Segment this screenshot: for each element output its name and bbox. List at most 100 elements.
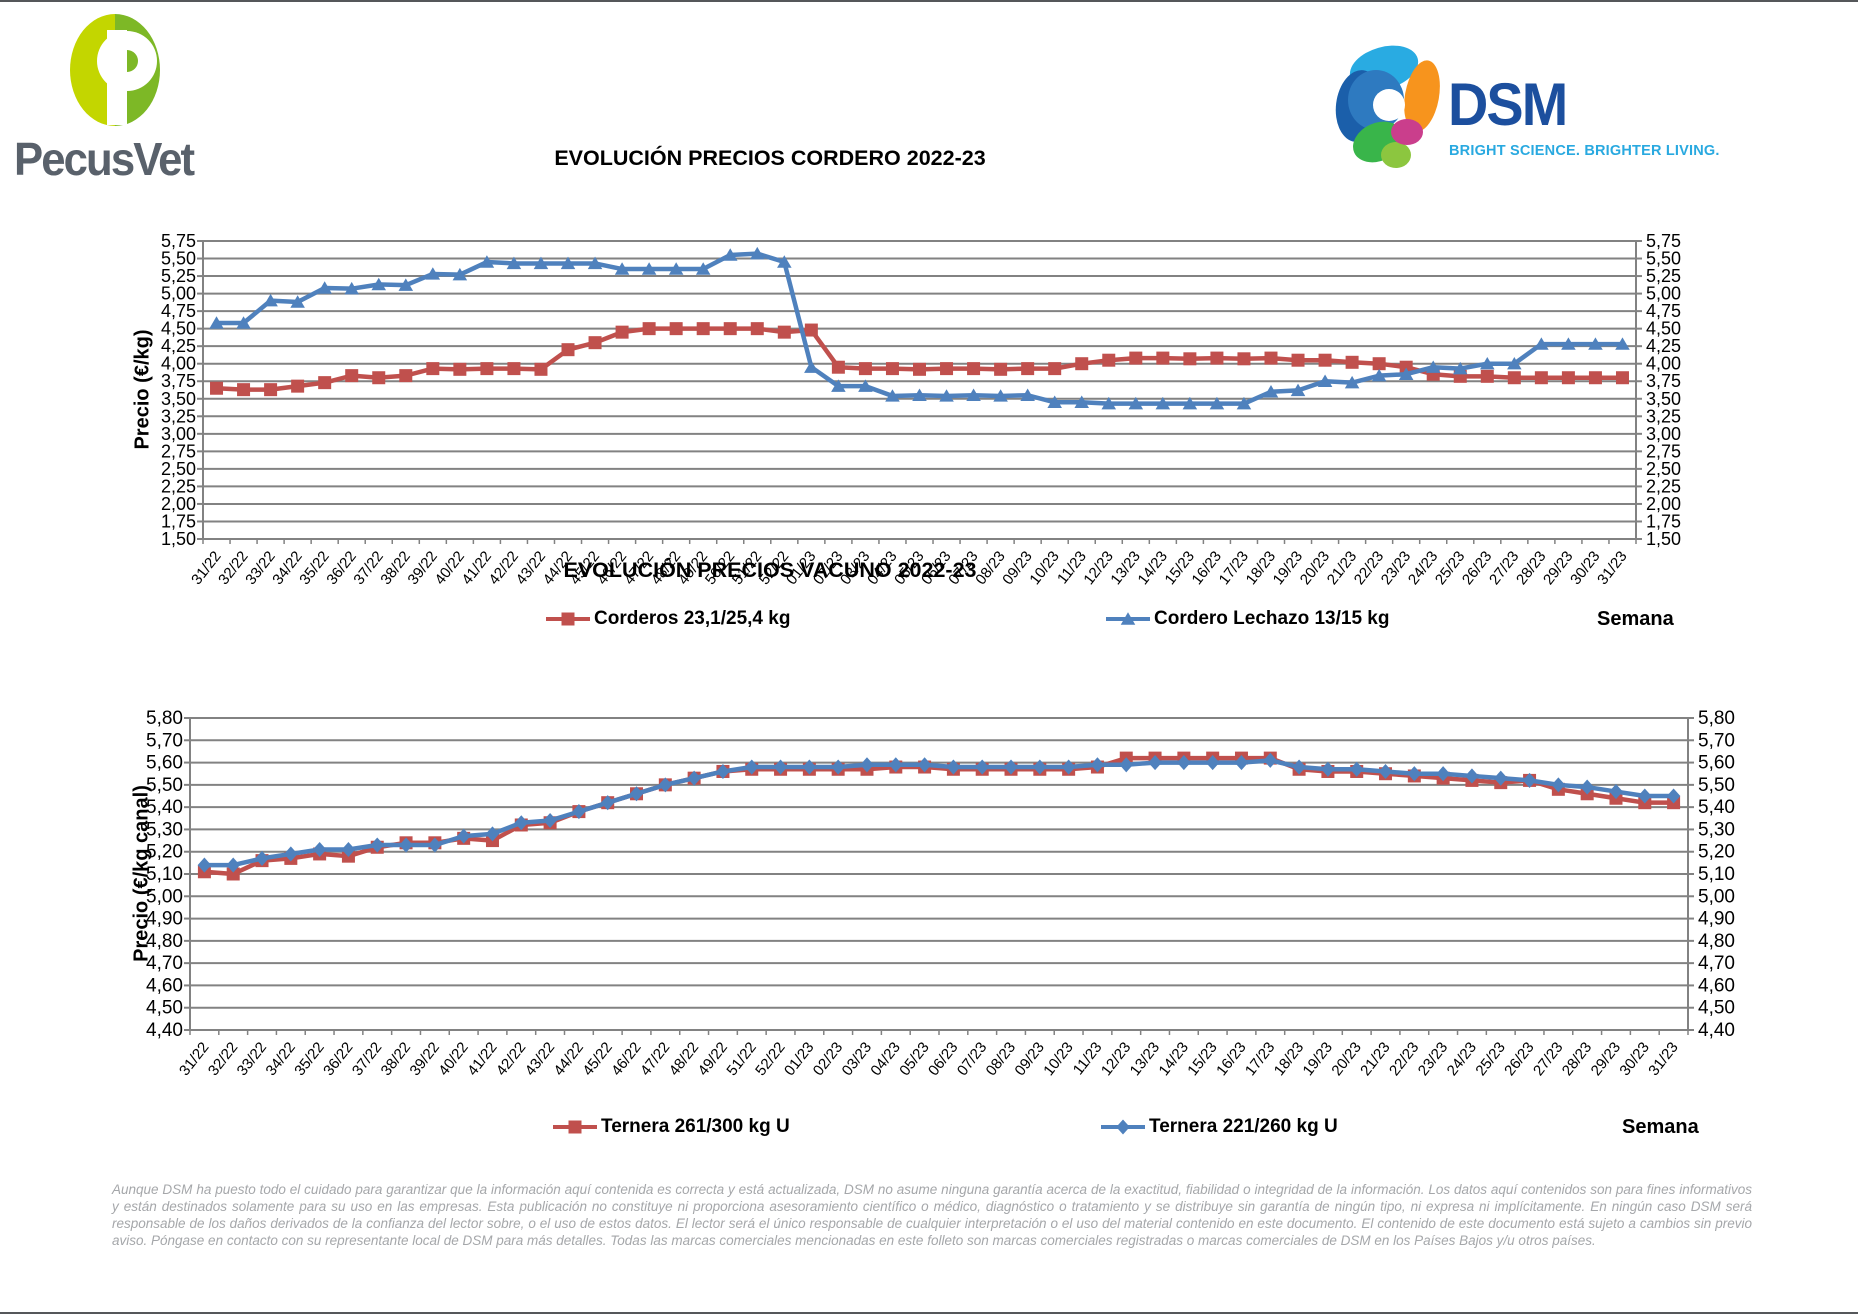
- svg-text:12/23: 12/23: [1080, 548, 1117, 588]
- svg-text:12/23: 12/23: [1098, 1039, 1135, 1079]
- legend-label: Corderos 23,1/25,4 kg: [594, 608, 791, 629]
- svg-text:31/22: 31/22: [188, 548, 225, 588]
- svg-text:2,25: 2,25: [1646, 476, 1681, 496]
- svg-text:10/23: 10/23: [1026, 548, 1063, 588]
- svg-text:03/23: 03/23: [839, 1039, 876, 1079]
- svg-text:11/23: 11/23: [1070, 1039, 1106, 1078]
- series-1: [197, 752, 1681, 873]
- svg-text:5,60: 5,60: [1698, 753, 1735, 774]
- svg-text:09/23: 09/23: [1011, 1039, 1048, 1079]
- svg-text:20/23: 20/23: [1297, 548, 1334, 588]
- legend-label: Cordero Lechazo 13/15 kg: [1154, 608, 1390, 629]
- svg-text:45/22: 45/22: [567, 548, 604, 588]
- svg-text:4,25: 4,25: [161, 336, 196, 356]
- svg-text:5,80: 5,80: [146, 708, 183, 729]
- svg-text:49/22: 49/22: [675, 548, 712, 588]
- x-axis-labels: 31/2232/2233/2234/2235/2236/2237/2238/22…: [188, 548, 1630, 588]
- svg-text:5,80: 5,80: [1698, 708, 1735, 729]
- svg-text:51/22: 51/22: [723, 1039, 760, 1079]
- svg-text:4,00: 4,00: [1646, 354, 1681, 374]
- chart-0: 1,50 1,501,75 1,752,00 2,002,25 2,252,50 2,50…: [161, 231, 1681, 588]
- svg-text:5,70: 5,70: [1698, 730, 1735, 751]
- svg-text:44/22: 44/22: [551, 1039, 588, 1079]
- svg-text:5,00: 5,00: [1698, 886, 1735, 907]
- svg-text:3,00: 3,00: [161, 424, 196, 444]
- svg-text:3,25: 3,25: [161, 406, 196, 426]
- svg-text:49/22: 49/22: [695, 1039, 732, 1079]
- svg-text:4,50: 4,50: [1698, 998, 1735, 1019]
- vacuno-chart-title: EVOLUCIÓN PRECIOS VACUNO 2022-23: [563, 558, 977, 582]
- svg-text:2,00: 2,00: [161, 494, 196, 514]
- svg-text:22/23: 22/23: [1386, 1039, 1423, 1079]
- svg-text:36/22: 36/22: [320, 1039, 357, 1079]
- svg-text:4,50: 4,50: [146, 998, 183, 1019]
- svg-text:3,75: 3,75: [1646, 371, 1681, 391]
- svg-text:44/22: 44/22: [540, 548, 577, 588]
- svg-text:3,50: 3,50: [161, 389, 196, 409]
- svg-text:1,50: 1,50: [1646, 529, 1681, 549]
- svg-text:36/22: 36/22: [323, 548, 360, 588]
- svg-text:04/23: 04/23: [867, 1039, 904, 1079]
- svg-text:35/22: 35/22: [291, 1039, 328, 1079]
- svg-text:4,80: 4,80: [1698, 931, 1735, 952]
- svg-text:5,50: 5,50: [1698, 775, 1735, 796]
- svg-text:01/23: 01/23: [783, 548, 820, 588]
- svg-text:31/23: 31/23: [1594, 548, 1631, 588]
- svg-text:16/23: 16/23: [1189, 548, 1226, 588]
- svg-text:02/23: 02/23: [810, 1039, 847, 1079]
- svg-text:18/23: 18/23: [1271, 1039, 1308, 1079]
- svg-text:33/22: 33/22: [242, 548, 279, 588]
- svg-text:3,25: 3,25: [1646, 406, 1681, 426]
- series-0: [197, 751, 1681, 881]
- svg-text:1,50: 1,50: [161, 529, 196, 549]
- svg-text:52/22: 52/22: [756, 548, 793, 588]
- svg-text:4,50: 4,50: [161, 319, 196, 339]
- ternera-221-series-marker-icon: [1100, 1118, 1146, 1136]
- svg-text:32/22: 32/22: [205, 1039, 242, 1079]
- svg-text:39/22: 39/22: [407, 1039, 444, 1079]
- legend-label: Ternera 261/300 kg U: [601, 1116, 790, 1137]
- svg-text:13/23: 13/23: [1107, 548, 1144, 588]
- cordero-chart-title: EVOLUCIÓN PRECIOS CORDERO 2022-23: [554, 146, 986, 170]
- series-0: [210, 322, 1629, 397]
- chart-1: 4,40 4,404,50 4,504,60 4,604,70 4,704,80 4,80…: [146, 708, 1735, 1079]
- dsm-tagline: BRIGHT SCIENCE. BRIGHTER LIVING.: [1449, 143, 1720, 159]
- legend-item-lechazo: Cordero Lechazo 13/15 kg: [1105, 606, 1389, 632]
- svg-text:17/23: 17/23: [1216, 548, 1253, 588]
- svg-text:43/22: 43/22: [522, 1039, 559, 1079]
- svg-text:30/23: 30/23: [1616, 1039, 1653, 1079]
- svg-text:4,50: 4,50: [1646, 319, 1681, 339]
- svg-text:21/23: 21/23: [1357, 1039, 1394, 1079]
- svg-text:2,50: 2,50: [161, 459, 196, 479]
- svg-text:4,80: 4,80: [146, 931, 183, 952]
- svg-text:4,70: 4,70: [146, 953, 183, 974]
- svg-text:01/23: 01/23: [781, 1039, 818, 1079]
- svg-text:4,00: 4,00: [161, 354, 196, 374]
- legend-item-ternera-221-260: Ternera 221/260 kg U: [1100, 1114, 1338, 1140]
- lechazo-series-marker-icon: [1105, 610, 1151, 628]
- svg-text:41/22: 41/22: [459, 548, 496, 588]
- svg-text:39/22: 39/22: [404, 548, 441, 588]
- svg-text:27/23: 27/23: [1486, 548, 1523, 588]
- series-1: [209, 246, 1630, 410]
- svg-text:5,60: 5,60: [146, 753, 183, 774]
- svg-text:5,25: 5,25: [1646, 266, 1681, 286]
- svg-text:2,75: 2,75: [161, 441, 196, 461]
- svg-text:5,00: 5,00: [161, 284, 196, 304]
- svg-text:04/23: 04/23: [864, 548, 901, 588]
- svg-text:05/23: 05/23: [896, 1039, 933, 1079]
- svg-text:4,70: 4,70: [1698, 953, 1735, 974]
- svg-text:1,75: 1,75: [1646, 511, 1681, 531]
- svg-text:06/23: 06/23: [925, 1039, 962, 1079]
- svg-text:24/23: 24/23: [1444, 1039, 1481, 1079]
- svg-text:14/23: 14/23: [1156, 1039, 1193, 1079]
- svg-text:47/22: 47/22: [637, 1039, 674, 1079]
- svg-text:52/22: 52/22: [752, 1039, 789, 1079]
- svg-text:38/22: 38/22: [378, 1039, 415, 1079]
- svg-text:05/23: 05/23: [891, 548, 928, 588]
- svg-text:45/22: 45/22: [579, 1039, 616, 1079]
- svg-text:28/23: 28/23: [1513, 548, 1550, 588]
- svg-text:22/23: 22/23: [1351, 548, 1388, 588]
